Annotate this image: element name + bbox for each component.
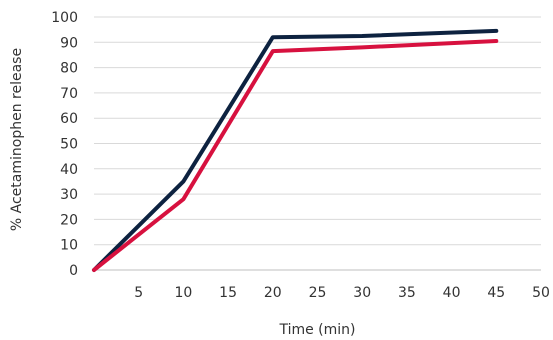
series-lines: [92, 28, 499, 272]
x-tick-label: 50: [532, 285, 550, 301]
y-tick-label: 60: [60, 111, 78, 127]
x-tick-label: 25: [309, 285, 327, 301]
y-tick-label: 0: [69, 263, 78, 279]
x-tick-label: 35: [398, 285, 416, 301]
y-tick-label: 80: [60, 61, 78, 77]
y-tick-label: 10: [60, 238, 78, 254]
series-line-1: [92, 28, 499, 272]
x-tick-label: 45: [487, 285, 505, 301]
x-tick-label: 5: [134, 285, 143, 301]
x-tick-label: 30: [353, 285, 371, 301]
series-line-2: [92, 39, 499, 272]
axes: 0 10 20 30 40 50 60 70 80 90 100 5 10 15 20 25 30 35 40 45 5…: [51, 10, 550, 301]
axis-labels: Time (min) % Acetaminophen release: [9, 48, 356, 338]
x-axis-label: Time (min): [278, 322, 355, 338]
y-tick-label: 70: [60, 86, 78, 102]
y-tick-label: 20: [60, 212, 78, 228]
x-tick-label: 20: [264, 285, 282, 301]
y-tick-label: 90: [60, 35, 78, 51]
y-tick-label: 50: [60, 137, 78, 153]
y-axis-label: % Acetaminophen release: [9, 48, 25, 231]
x-tick-label: 15: [219, 285, 237, 301]
y-tick-label: 30: [60, 187, 78, 203]
y-tick-label: 100: [51, 10, 78, 26]
y-tick-label: 40: [60, 162, 78, 178]
x-tick-label: 10: [174, 285, 192, 301]
x-tick-label: 40: [443, 285, 461, 301]
